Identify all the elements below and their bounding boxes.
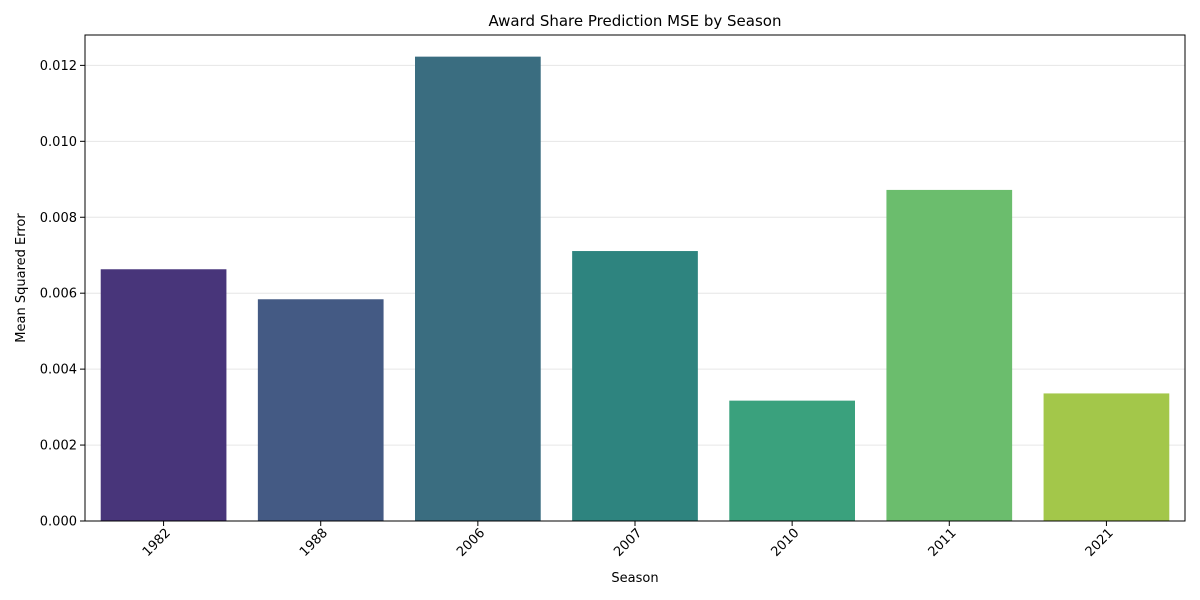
x-tick-label: 2011: [926, 526, 960, 560]
y-tick-label: 0.004: [40, 363, 77, 378]
y-axis-ticks: 0.000 0.002 0.004 0.006 0.008 0.010 0.012: [40, 59, 85, 530]
y-tick-label: 0.006: [40, 287, 77, 302]
y-tick-label: 0.012: [40, 59, 77, 74]
y-tick-label: 0.000: [40, 515, 77, 530]
x-tick-label: 2007: [611, 526, 645, 560]
y-tick-label: 0.008: [40, 211, 77, 226]
bar-2011: [886, 189, 1013, 521]
bar-2006: [415, 56, 541, 522]
x-tick-label: 1988: [297, 526, 331, 560]
x-tick-label: 1982: [140, 526, 174, 560]
bar-1982: [100, 269, 227, 521]
x-axis-label: Season: [611, 571, 658, 586]
y-tick-label: 0.010: [40, 135, 77, 150]
x-tick-label: 2021: [1083, 526, 1117, 560]
x-axis-ticks: 1982 1988 2006 2007 2010 2011 2021: [140, 521, 1117, 560]
bar-2007: [572, 251, 698, 522]
bar-2010: [729, 400, 855, 521]
x-tick-label: 2006: [454, 526, 488, 560]
y-axis-label: Mean Squared Error: [14, 213, 29, 343]
bar-2021: [1043, 393, 1170, 521]
y-tick-label: 0.002: [40, 439, 77, 454]
chart-title: Award Share Prediction MSE by Season: [489, 12, 782, 30]
x-tick-label: 2010: [768, 526, 802, 560]
bars: [100, 56, 1170, 522]
bar-1988: [257, 299, 384, 521]
